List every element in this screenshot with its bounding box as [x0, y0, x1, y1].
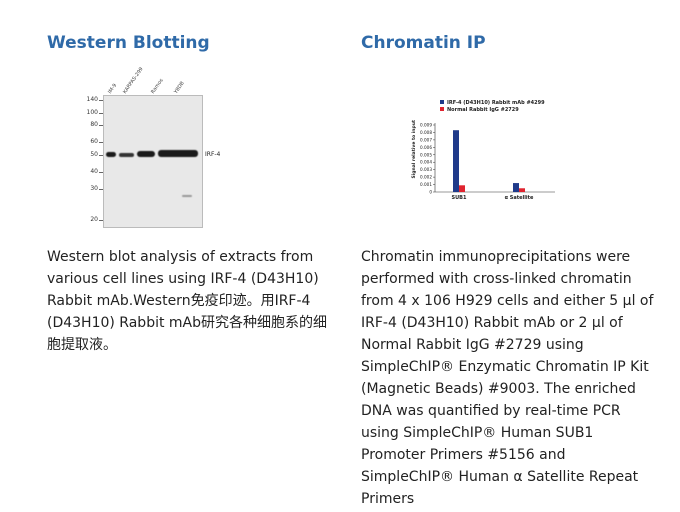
mw-tick: [99, 142, 103, 143]
chromatin-ip-heading: Chromatin IP: [361, 33, 486, 53]
lane-label: IM-9: [107, 82, 119, 95]
bar: [453, 130, 459, 192]
lane-label: Ramos: [150, 77, 165, 95]
mw-marker: 50: [90, 151, 98, 158]
chromatin-ip-caption: Chromatin immunoprecipitations were perf…: [361, 249, 654, 507]
mw-marker: 80: [90, 121, 98, 128]
y-tick-label: 0.008: [420, 130, 432, 135]
blot-band: [137, 151, 155, 157]
y-tick-label: 0.009: [420, 123, 432, 128]
bar: [459, 185, 465, 192]
mw-tick: [99, 189, 103, 190]
bar: [513, 183, 519, 192]
legend-label: IRF-4 (D43H10) Rabbit mAb #4299: [447, 100, 545, 106]
mw-marker: 100: [86, 109, 98, 116]
y-tick-label: 0.005: [420, 152, 432, 157]
mw-marker: 30: [90, 185, 98, 192]
mw-tick: [99, 113, 103, 114]
x-category-label: SUB1: [452, 195, 467, 201]
mw-tick: [99, 172, 103, 173]
y-tick-label: 0.004: [420, 160, 432, 165]
blot-band: [106, 152, 116, 157]
y-tick-label: 0: [429, 190, 432, 195]
y-axis-label: Signal relative to input: [411, 119, 417, 178]
blot-band: [158, 150, 198, 157]
legend-label: Normal Rabbit IgG #2729: [447, 107, 519, 113]
bar: [519, 188, 525, 192]
y-tick-label: 0.006: [420, 145, 432, 150]
lane-label: KARPAS-299: [122, 66, 145, 95]
mw-tick: [99, 125, 103, 126]
mw-tick: [99, 100, 103, 101]
blot-membrane: [103, 95, 203, 228]
western-blotting-heading: Western Blotting: [47, 33, 210, 53]
blot-band: [119, 153, 134, 157]
lane-label: Y8DB: [173, 80, 186, 95]
mw-marker: 20: [90, 216, 98, 223]
mw-marker: 140: [86, 96, 98, 103]
western-blot-image: 140 100 80 60 50 40 30 20 IM-9 KARPAS-29…: [70, 66, 240, 228]
mw-tick: [99, 220, 103, 221]
y-tick-label: 0.003: [420, 167, 432, 172]
faint-band: [182, 195, 192, 197]
mw-tick: [99, 155, 103, 156]
mw-marker: 60: [90, 138, 98, 145]
western-blot-caption: Western blot analysis of extracts from v…: [47, 249, 328, 353]
y-tick-label: 0.001: [420, 182, 432, 187]
legend-swatch: [440, 107, 444, 111]
y-tick-label: 0.002: [420, 175, 432, 180]
y-tick-label: 0.007: [420, 137, 432, 142]
irf4-band-label: IRF-4: [205, 151, 221, 158]
x-category-label: α Satellite: [505, 195, 534, 201]
legend-swatch: [440, 100, 444, 104]
mw-marker: 40: [90, 168, 98, 175]
